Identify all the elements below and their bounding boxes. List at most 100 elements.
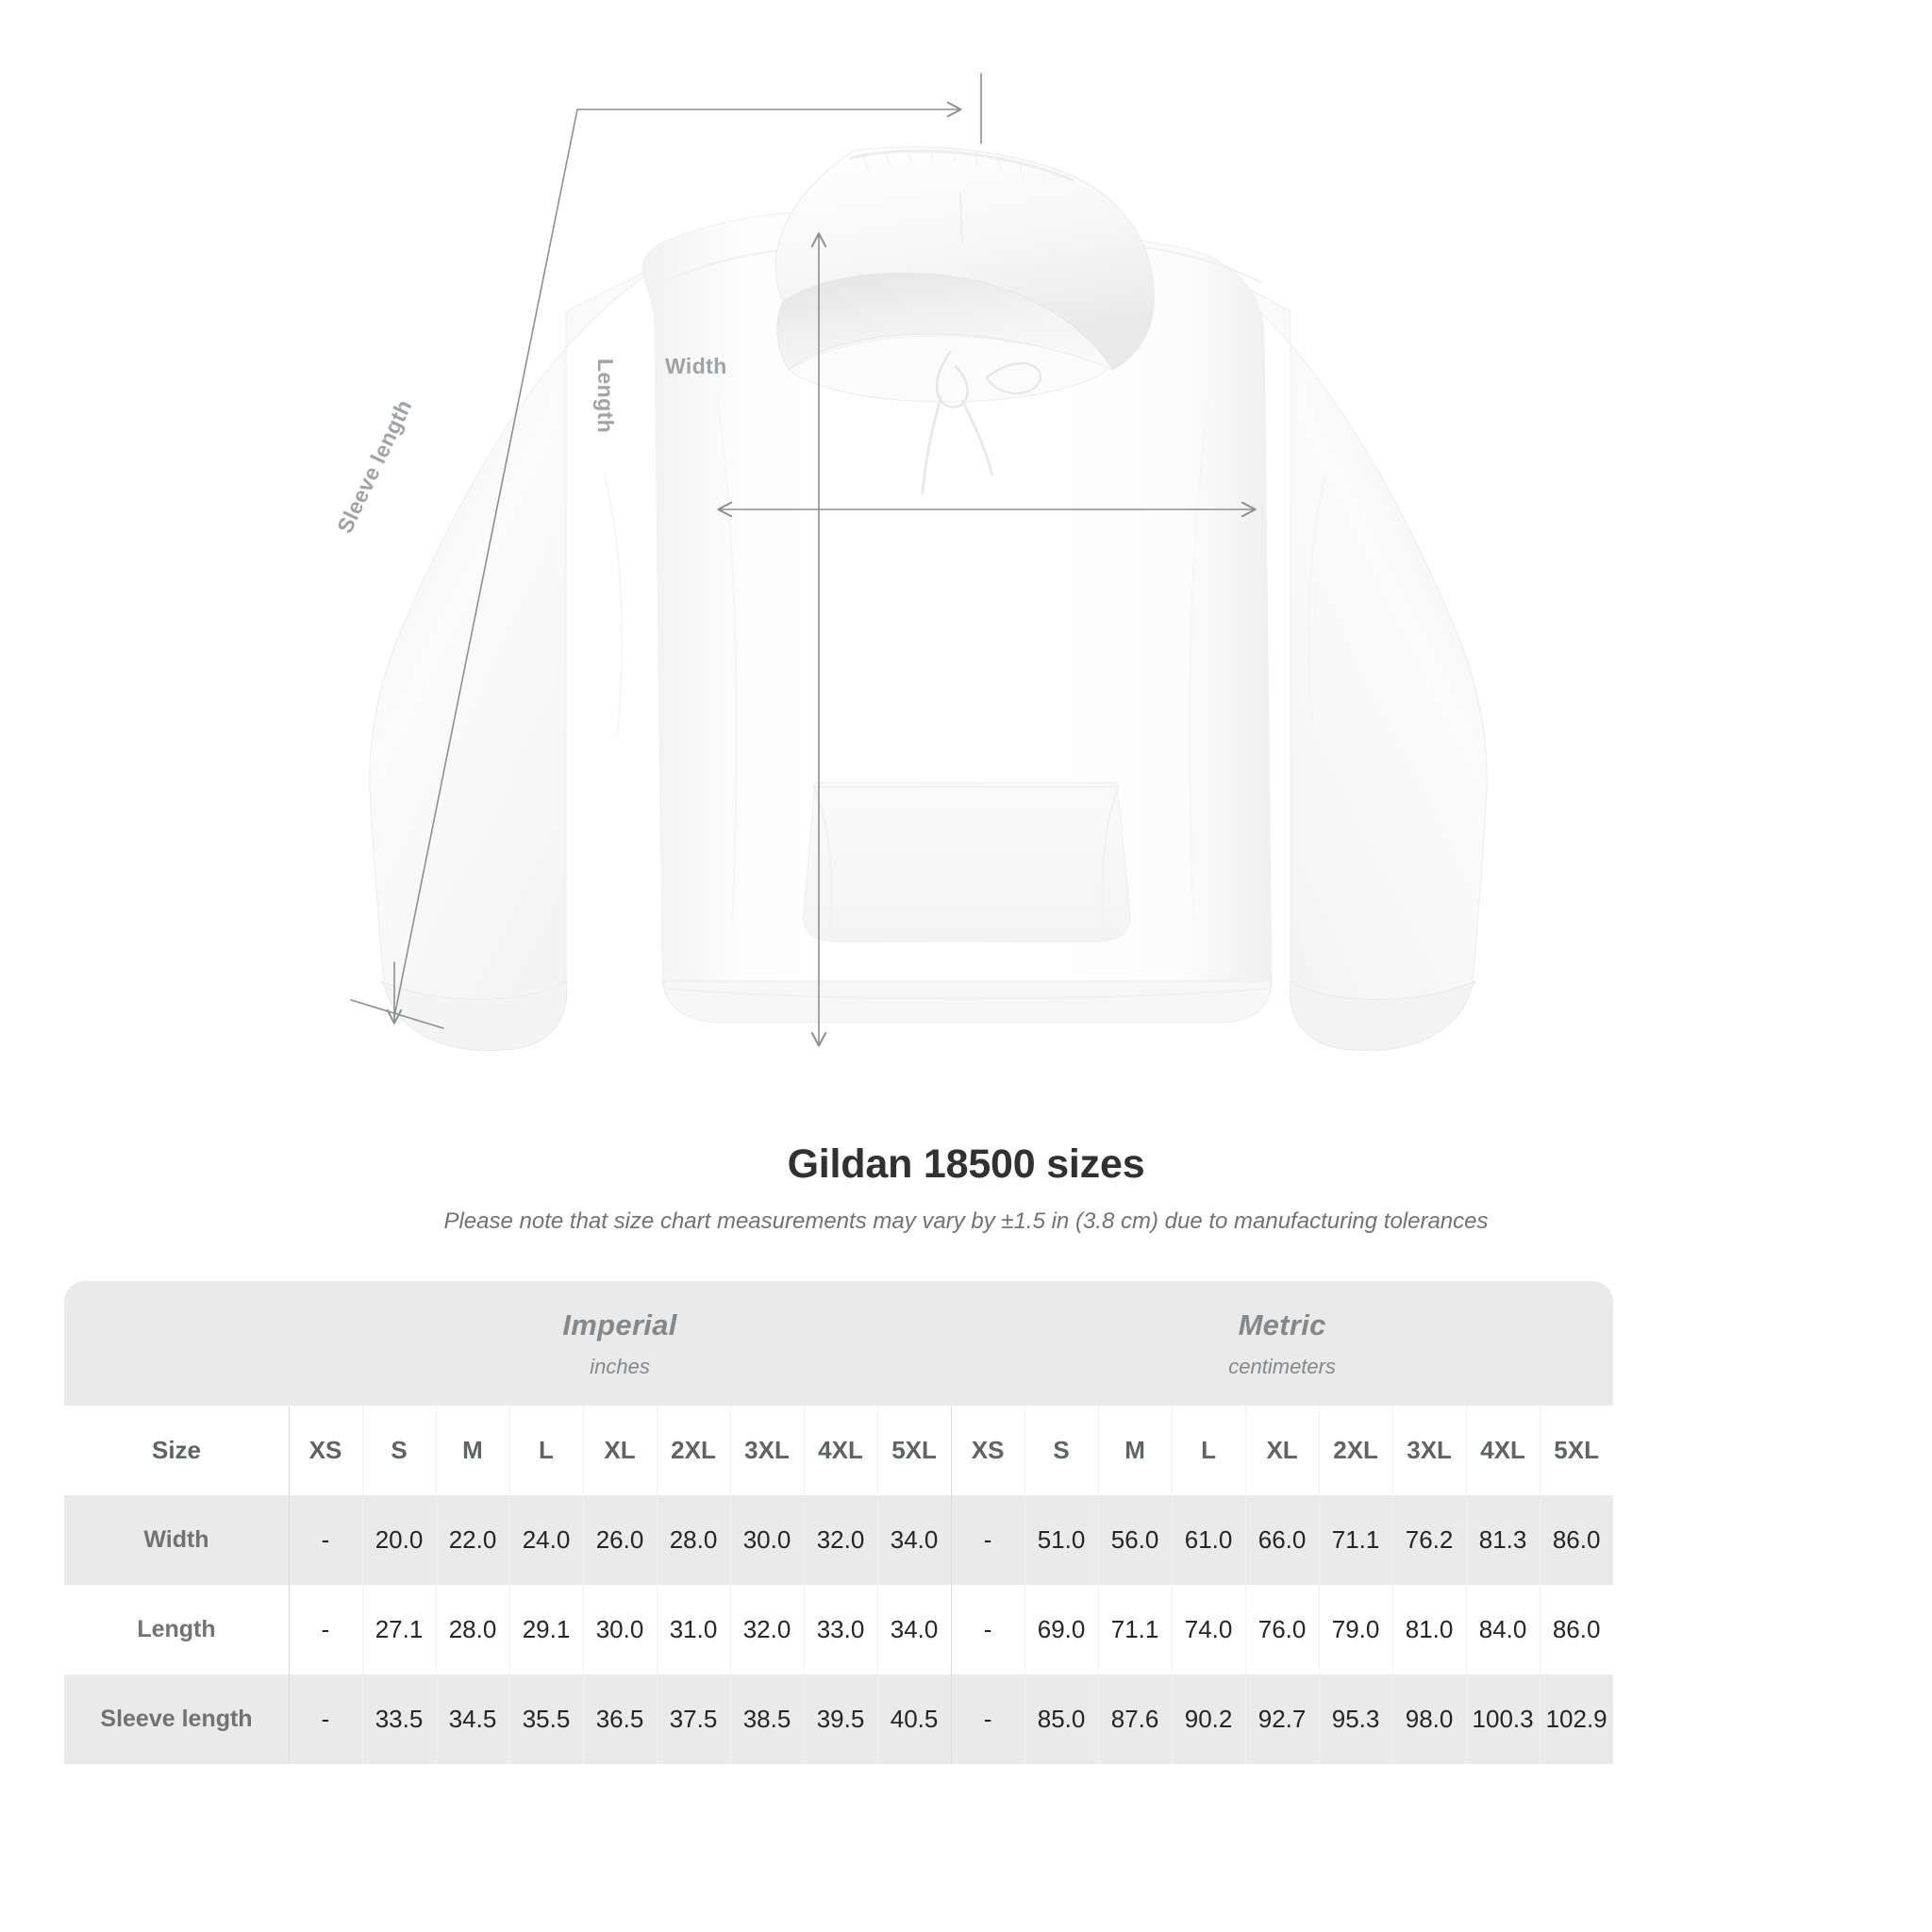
cell-width-imperial-3xl: 30.0 xyxy=(730,1495,804,1585)
cell-length-imperial-4xl: 33.0 xyxy=(804,1585,877,1674)
cell-length-metric-4xl: 84.0 xyxy=(1466,1585,1541,1674)
cell-sleeve-imperial-4xl: 39.5 xyxy=(804,1674,877,1764)
size-col-imperial-5xl: 5XL xyxy=(877,1406,952,1495)
cell-length-metric-2xl: 79.0 xyxy=(1319,1585,1393,1674)
cell-length-metric-5xl: 86.0 xyxy=(1540,1585,1614,1674)
size-table: Imperial inches Metric centimeters Size … xyxy=(64,1281,1932,1764)
cell-sleeve-imperial-m: 34.5 xyxy=(436,1674,509,1764)
cell-sleeve-imperial-xl: 36.5 xyxy=(583,1674,657,1764)
chart-title-block: Gildan 18500 sizes Please note that size… xyxy=(0,1141,1932,1235)
cell-sleeve-metric-4xl: 100.3 xyxy=(1466,1674,1541,1764)
cell-width-metric-s: 51.0 xyxy=(1024,1495,1099,1585)
unit-header-row: Imperial inches Metric centimeters xyxy=(64,1281,1932,1406)
cell-sleeve-metric-s: 85.0 xyxy=(1024,1674,1099,1764)
size-col-metric-xl: XL xyxy=(1245,1406,1320,1495)
size-col-metric-4xl: 4XL xyxy=(1466,1406,1541,1495)
cell-width-metric-2xl: 71.1 xyxy=(1319,1495,1393,1585)
size-header-label: Size xyxy=(64,1406,289,1495)
cell-width-imperial-xl: 26.0 xyxy=(583,1495,657,1585)
cell-width-metric-3xl: 76.2 xyxy=(1392,1495,1467,1585)
cell-sleeve-metric-3xl: 98.0 xyxy=(1392,1674,1467,1764)
cell-sleeve-imperial-3xl: 38.5 xyxy=(730,1674,804,1764)
unit-name-metric: Metric xyxy=(1238,1307,1326,1341)
unit-sub-metric: centimeters xyxy=(1228,1354,1336,1378)
size-col-metric-m: M xyxy=(1098,1406,1173,1495)
cell-sleeve-imperial-5xl: 40.5 xyxy=(877,1674,952,1764)
table-row: Sleeve length - 33.5 34.5 35.5 36.5 37.5… xyxy=(64,1674,1932,1764)
hoodie-illustration xyxy=(350,73,1488,1051)
size-col-metric-3xl: 3XL xyxy=(1392,1406,1467,1495)
cell-length-metric-s: 69.0 xyxy=(1024,1585,1099,1674)
cell-width-metric-xs: - xyxy=(951,1495,1025,1585)
cell-length-metric-l: 74.0 xyxy=(1172,1585,1246,1674)
cell-sleeve-imperial-2xl: 37.5 xyxy=(657,1674,730,1764)
cell-sleeve-imperial-l: 35.5 xyxy=(509,1674,583,1764)
size-col-imperial-2xl: 2XL xyxy=(657,1406,730,1495)
unit-name-imperial: Imperial xyxy=(562,1307,677,1341)
cell-width-imperial-s: 20.0 xyxy=(362,1495,436,1585)
sleeve-end-tick xyxy=(350,999,444,1029)
cell-sleeve-imperial-xs: - xyxy=(289,1674,362,1764)
cell-length-metric-m: 71.1 xyxy=(1098,1585,1173,1674)
garment-measurement-diagram: Length Width Sleeve length xyxy=(332,73,1488,1051)
table-row: Length - 27.1 28.0 29.1 30.0 31.0 32.0 3… xyxy=(64,1585,1932,1674)
size-col-metric-l: L xyxy=(1172,1406,1246,1495)
width-label: Width xyxy=(665,354,727,378)
cell-width-metric-xl: 66.0 xyxy=(1245,1495,1320,1585)
length-label: Length xyxy=(593,358,618,434)
cell-length-metric-xs: - xyxy=(951,1585,1025,1674)
cell-sleeve-metric-xs: - xyxy=(951,1674,1025,1764)
size-col-imperial-s: S xyxy=(362,1406,436,1495)
cell-sleeve-metric-2xl: 95.3 xyxy=(1319,1674,1393,1764)
cell-width-imperial-m: 22.0 xyxy=(436,1495,509,1585)
row-label-sleeve-length: Sleeve length xyxy=(64,1674,289,1764)
cell-length-imperial-m: 28.0 xyxy=(436,1585,509,1674)
size-col-metric-2xl: 2XL xyxy=(1319,1406,1393,1495)
unit-sub-imperial: inches xyxy=(590,1354,650,1378)
cell-length-imperial-2xl: 31.0 xyxy=(657,1585,730,1674)
cell-width-imperial-l: 24.0 xyxy=(509,1495,583,1585)
cell-width-metric-5xl: 86.0 xyxy=(1540,1495,1614,1585)
size-col-imperial-l: L xyxy=(509,1406,583,1495)
cell-width-imperial-4xl: 32.0 xyxy=(804,1495,877,1585)
size-col-imperial-3xl: 3XL xyxy=(730,1406,804,1495)
size-col-imperial-m: M xyxy=(436,1406,509,1495)
size-col-imperial-xl: XL xyxy=(583,1406,657,1495)
cell-length-imperial-xl: 30.0 xyxy=(583,1585,657,1674)
table-row: Width - 20.0 22.0 24.0 26.0 28.0 30.0 32… xyxy=(64,1495,1932,1585)
size-col-metric-s: S xyxy=(1024,1406,1099,1495)
cell-length-metric-xl: 76.0 xyxy=(1245,1585,1320,1674)
cell-length-metric-3xl: 81.0 xyxy=(1392,1585,1467,1674)
cell-sleeve-metric-m: 87.6 xyxy=(1098,1674,1173,1764)
cell-sleeve-metric-xl: 92.7 xyxy=(1245,1674,1320,1764)
unit-header-imperial: Imperial inches xyxy=(289,1281,952,1406)
page-title: Gildan 18500 sizes xyxy=(787,1141,1145,1187)
sleeve-length-leader-line xyxy=(393,101,962,1018)
cell-sleeve-metric-l: 90.2 xyxy=(1172,1674,1246,1764)
size-header-row: Size XS S M L XL 2XL 3XL 4XL 5XL XS S M … xyxy=(64,1406,1932,1495)
size-col-metric-xs: XS xyxy=(951,1406,1025,1495)
tolerance-note: Please note that size chart measurements… xyxy=(443,1208,1489,1234)
unit-header-spacer xyxy=(64,1281,289,1406)
cell-width-imperial-xs: - xyxy=(289,1495,362,1585)
size-col-metric-5xl: 5XL xyxy=(1540,1406,1614,1495)
cell-width-imperial-2xl: 28.0 xyxy=(657,1495,730,1585)
size-table-wrapper: Imperial inches Metric centimeters Size … xyxy=(64,1281,1868,1764)
measurement-lines xyxy=(350,73,1257,1047)
cell-width-metric-l: 61.0 xyxy=(1172,1495,1246,1585)
cell-length-imperial-3xl: 32.0 xyxy=(730,1585,804,1674)
cell-sleeve-imperial-s: 33.5 xyxy=(362,1674,436,1764)
size-col-imperial-4xl: 4XL xyxy=(804,1406,877,1495)
cell-sleeve-metric-5xl: 102.9 xyxy=(1540,1674,1614,1764)
cell-length-imperial-l: 29.1 xyxy=(509,1585,583,1674)
cell-length-imperial-5xl: 34.0 xyxy=(877,1585,952,1674)
cell-width-metric-4xl: 81.3 xyxy=(1466,1495,1541,1585)
row-label-length: Length xyxy=(64,1585,289,1674)
size-col-imperial-xs: XS xyxy=(289,1406,362,1495)
cell-length-imperial-s: 27.1 xyxy=(362,1585,436,1674)
cell-width-metric-m: 56.0 xyxy=(1098,1495,1173,1585)
cell-width-imperial-5xl: 34.0 xyxy=(877,1495,952,1585)
unit-header-metric: Metric centimeters xyxy=(951,1281,1614,1406)
cell-length-imperial-xs: - xyxy=(289,1585,362,1674)
